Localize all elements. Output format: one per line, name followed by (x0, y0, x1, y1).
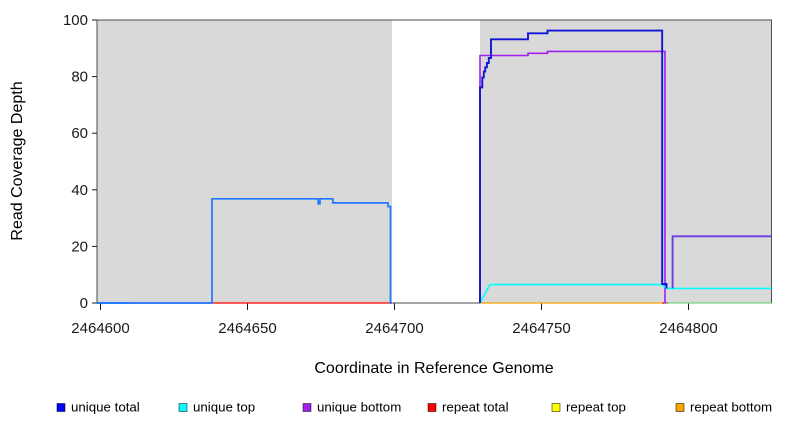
svg-text:40: 40 (71, 182, 88, 199)
svg-text:80: 80 (71, 69, 88, 86)
svg-text:2464750: 2464750 (512, 320, 570, 337)
svg-text:2464650: 2464650 (218, 320, 276, 337)
svg-text:unique top: unique top (193, 400, 255, 415)
svg-text:20: 20 (71, 238, 88, 255)
svg-text:Coordinate in Reference Genome: Coordinate in Reference Genome (314, 360, 553, 377)
svg-text:repeat bottom: repeat bottom (690, 400, 772, 415)
svg-text:Read Coverage Depth: Read Coverage Depth (9, 81, 26, 240)
svg-text:60: 60 (71, 125, 88, 142)
svg-text:100: 100 (63, 12, 88, 29)
svg-text:unique bottom: unique bottom (317, 400, 401, 415)
svg-text:unique total: unique total (71, 400, 140, 415)
svg-text:2464800: 2464800 (659, 320, 717, 337)
svg-text:repeat total: repeat total (442, 400, 509, 415)
svg-text:repeat top: repeat top (566, 400, 626, 415)
svg-text:2464600: 2464600 (71, 320, 129, 337)
svg-text:2464700: 2464700 (365, 320, 423, 337)
svg-text:0: 0 (80, 295, 88, 312)
